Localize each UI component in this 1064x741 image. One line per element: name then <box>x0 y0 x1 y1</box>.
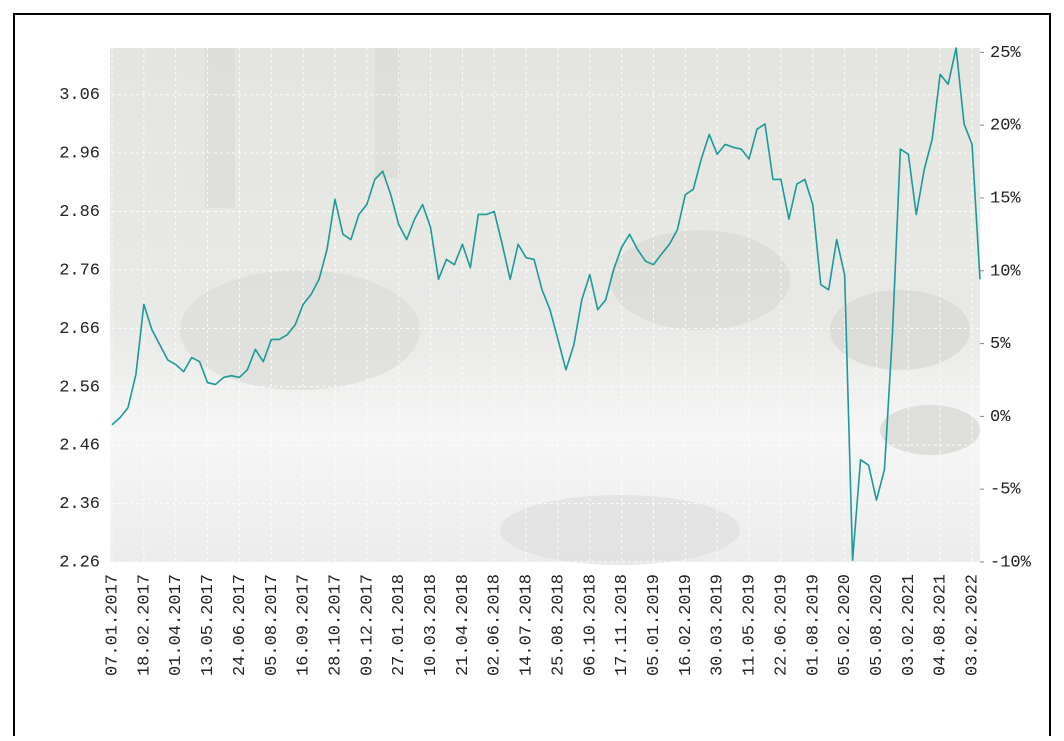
x-tick-label: 10.03.2018 <box>422 574 441 676</box>
x-tick-label: 01.08.2019 <box>804 574 823 676</box>
grid <box>111 48 980 563</box>
y-tick-label: 2.36 <box>59 495 100 514</box>
x-tick-label: 07.01.2017 <box>103 574 122 676</box>
x-tick-label: 16.09.2017 <box>295 574 314 676</box>
x-tick-label: 04.08.2021 <box>932 574 951 676</box>
x-tick-label: 05.01.2019 <box>645 574 664 676</box>
y-tick-label: 2.86 <box>59 203 100 222</box>
y-tick-label: 2.96 <box>59 145 100 164</box>
x-tick-label: 28.10.2017 <box>326 574 345 676</box>
x-tick-label: 17.11.2018 <box>613 574 632 676</box>
x-tick-label: 30.03.2019 <box>709 574 728 676</box>
x-tick-label: 18.02.2017 <box>135 574 154 676</box>
y-tick-label: 2.76 <box>59 261 100 280</box>
x-tick-label: 14.07.2018 <box>518 574 537 676</box>
x-tick-label: 09.12.2017 <box>358 574 377 676</box>
background-photo <box>110 48 980 565</box>
x-tick-label: 06.10.2018 <box>581 574 600 676</box>
y2-tick-label: 25% <box>990 44 1021 63</box>
x-tick-label: 22.06.2019 <box>772 574 791 676</box>
x-tick-label: 05.08.2017 <box>263 574 282 676</box>
y2-tick-label: 5% <box>990 335 1011 354</box>
x-tick-label: 02.06.2018 <box>486 574 505 676</box>
x-tick-label: 05.02.2020 <box>836 574 855 676</box>
y-tick-label: 2.46 <box>59 437 100 456</box>
y-tick-label: 2.26 <box>59 553 100 572</box>
x-tick-label: 03.02.2022 <box>964 574 983 676</box>
plot <box>111 47 981 562</box>
x-tick-label: 16.02.2019 <box>677 574 696 676</box>
x-tick-label: 21.04.2018 <box>454 574 473 676</box>
y2-tick-label: -5% <box>990 481 1021 500</box>
y-tick-label: 2.56 <box>59 378 100 397</box>
y2-tick-label: 0% <box>990 408 1011 427</box>
x-tick-label: 11.05.2019 <box>741 574 760 676</box>
x-tick-label: 25.08.2018 <box>549 574 568 676</box>
y2-tick-label: 15% <box>990 189 1021 208</box>
y-tick-label: 2.66 <box>59 320 100 339</box>
x-tick-label: 24.06.2017 <box>231 574 250 676</box>
y2-tick-label: 10% <box>990 262 1021 281</box>
x-tick-label: 03.02.2021 <box>900 574 919 676</box>
x-tick-label: 01.04.2017 <box>167 574 186 676</box>
y-tick-label: 3.06 <box>59 86 100 105</box>
y2-tick-label: -10% <box>990 553 1032 572</box>
x-tick-label: 05.08.2020 <box>868 574 887 676</box>
x-tick-label: 27.01.2018 <box>390 574 409 676</box>
y2-tick-label: 20% <box>990 117 1021 136</box>
x-tick-label: 13.05.2017 <box>199 574 218 676</box>
line <box>111 47 981 562</box>
